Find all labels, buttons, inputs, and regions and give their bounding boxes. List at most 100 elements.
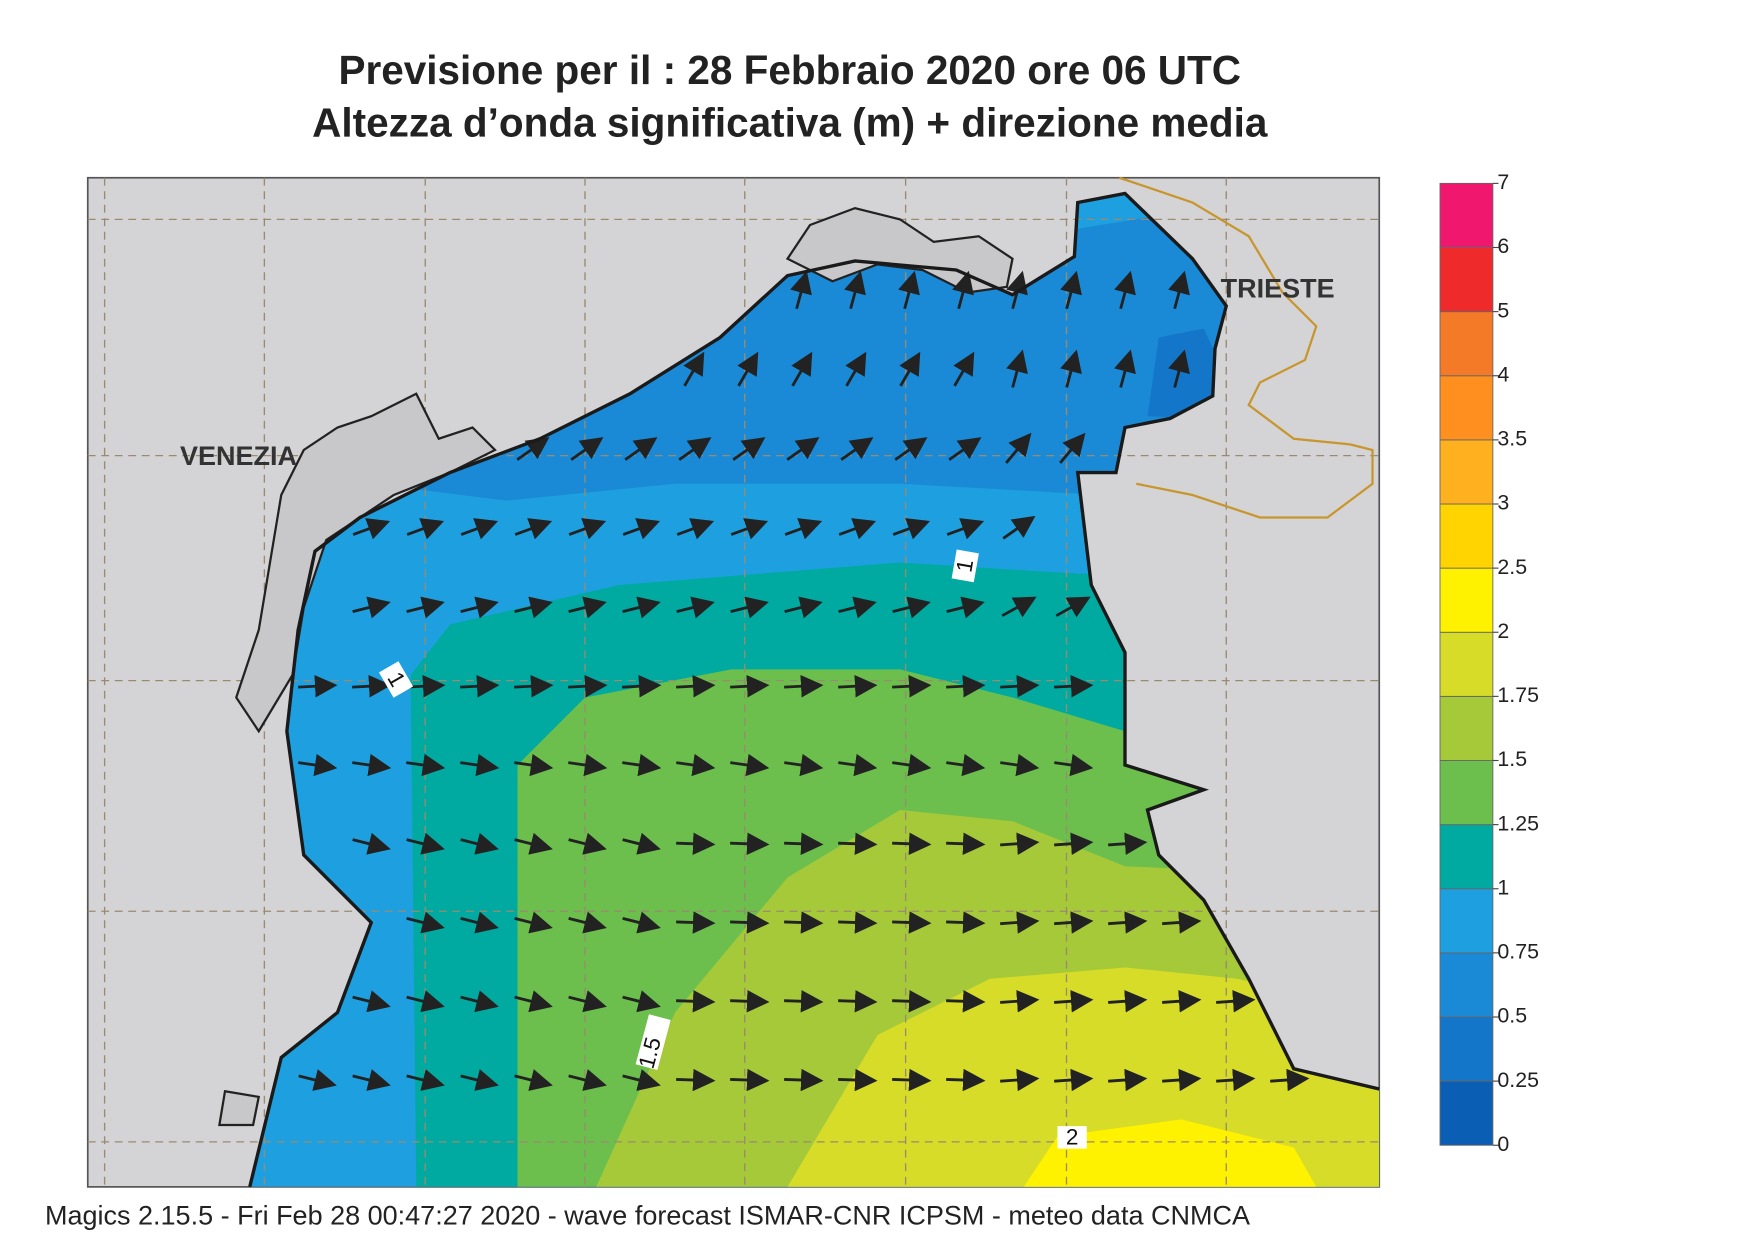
direction-arrow [514, 753, 554, 777]
legend-swatch [1439, 695, 1494, 761]
coastline [248, 191, 1380, 1188]
direction-arrow [892, 832, 932, 855]
direction-arrow [892, 911, 932, 934]
legend-tick-label: 4 [1497, 362, 1509, 386]
wave-height-zone [1023, 1119, 1317, 1187]
direction-arrow [406, 1069, 445, 1091]
legend-tick-label: 1.25 [1497, 811, 1539, 835]
direction-arrow [514, 1069, 553, 1091]
legend-tick-label: 6 [1497, 234, 1509, 258]
direction-arrow [946, 753, 986, 777]
direction-arrow [514, 990, 553, 1013]
legend-tick-label: 0.25 [1497, 1068, 1539, 1092]
direction-arrow [1216, 1068, 1256, 1092]
direction-arrow [784, 911, 824, 934]
direction-arrow [1114, 270, 1136, 310]
direction-arrow [1006, 349, 1028, 388]
legend-swatch [1439, 182, 1494, 248]
direction-arrow [622, 1069, 661, 1091]
direction-arrow [1054, 1068, 1094, 1092]
direction-arrow [946, 596, 985, 619]
legend-tick-label: 2 [1497, 619, 1509, 643]
legend-swatch [1439, 952, 1494, 1018]
direction-arrow [892, 990, 932, 1013]
direction-arrow [570, 437, 604, 461]
direction-arrow [1162, 911, 1202, 934]
direction-arrow [514, 675, 554, 698]
direction-arrow [683, 351, 705, 387]
legend-tick-label: 2.5 [1497, 555, 1527, 579]
legend-tick-label: 0 [1497, 1132, 1509, 1156]
wave-direction-arrows [298, 270, 1310, 1092]
direction-arrow [1168, 349, 1190, 388]
direction-arrow [624, 437, 658, 461]
direction-arrow [946, 911, 986, 934]
direction-arrow [838, 911, 878, 934]
direction-arrow [1216, 990, 1256, 1013]
subtitle: Altezza d’onda significativa (m) + direz… [312, 100, 1268, 146]
color-legend: 0 0.25 0.5 0.75 1 1.25 1.5 1.75 2 2.5 3 3.5 4 5 6 7 [1439, 170, 1539, 1156]
direction-arrow [676, 990, 716, 1013]
direction-arrow [730, 832, 770, 855]
direction-arrow [838, 675, 878, 698]
direction-arrow [845, 351, 867, 387]
direction-arrow [946, 832, 986, 855]
direction-arrow [568, 990, 607, 1013]
direction-arrow [514, 832, 553, 855]
direction-arrow [568, 753, 608, 777]
legend-swatch [1439, 503, 1494, 569]
direction-arrow [676, 596, 715, 619]
legend-tick-label: 5 [1497, 298, 1509, 322]
direction-arrow [838, 1068, 878, 1092]
direction-arrow [737, 351, 759, 387]
direction-arrow [676, 518, 715, 540]
contour-label: 2 [1057, 1124, 1087, 1149]
direction-arrow [676, 1068, 716, 1092]
direction-arrow [730, 675, 770, 698]
direction-arrow [1005, 432, 1032, 464]
direction-arrow [953, 351, 975, 387]
direction-arrow [460, 911, 499, 934]
legend-tick-label: 1.5 [1497, 747, 1527, 771]
direction-arrow [784, 518, 823, 540]
place-label: VENEZIA [180, 441, 297, 471]
direction-arrow [844, 270, 866, 310]
legend-tick-label: 3 [1497, 491, 1509, 515]
direction-arrow [1108, 832, 1148, 855]
legend-swatch [1439, 439, 1494, 505]
legend-swatch [1439, 1080, 1494, 1146]
direction-arrow [1162, 990, 1202, 1013]
direction-arrow [514, 518, 553, 540]
direction-arrow [1270, 1068, 1310, 1092]
direction-arrow [946, 1068, 986, 1092]
direction-arrow [622, 911, 661, 934]
direction-arrow [676, 753, 716, 777]
direction-arrow [460, 675, 500, 698]
direction-arrow [352, 675, 392, 698]
direction-arrow [568, 1069, 607, 1091]
direction-arrow [1108, 911, 1148, 934]
direction-arrow [622, 832, 661, 855]
legend-swatch [1439, 375, 1494, 441]
legend-swatch [1439, 1016, 1494, 1082]
direction-arrow [838, 832, 878, 855]
direction-arrow [1054, 675, 1094, 698]
direction-arrow [946, 518, 985, 540]
direction-arrow [678, 437, 712, 461]
contour-label-text: 1 [951, 557, 978, 574]
direction-arrow [352, 753, 392, 777]
direction-arrow [1000, 911, 1040, 934]
contour-label-box [1057, 1126, 1087, 1149]
legend-swatch [1439, 888, 1494, 954]
border [1119, 176, 1374, 519]
direction-arrow [892, 518, 931, 540]
legend-swatch [1439, 247, 1494, 313]
direction-arrow [1108, 1068, 1148, 1092]
direction-arrow [840, 437, 874, 461]
direction-arrow [676, 911, 716, 934]
direction-arrow [892, 1068, 932, 1092]
legend-tick-label: 1.75 [1497, 683, 1539, 707]
direction-arrow [676, 832, 716, 855]
